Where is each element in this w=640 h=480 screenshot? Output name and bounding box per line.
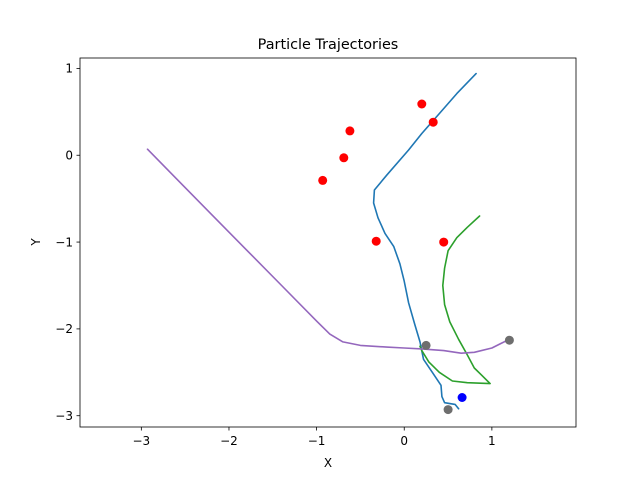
particle-marker-7 <box>439 237 449 247</box>
trajectory-line-3 <box>146 148 511 355</box>
y-tick-label: 1 <box>65 62 73 76</box>
particle-marker-8 <box>421 340 431 350</box>
particle-marker-1 <box>417 99 427 109</box>
y-axis-label: Y <box>29 238 43 247</box>
x-tick-label: −1 <box>308 434 326 448</box>
y-axis: −3 −2 −1 0 1 <box>55 62 80 423</box>
y-tick-label: 0 <box>65 149 73 163</box>
particle-marker-11 <box>457 393 467 402</box>
y-tick-label: −2 <box>55 322 73 336</box>
particle-marker-6 <box>371 236 381 246</box>
y-tick-label: −1 <box>55 235 73 249</box>
chart-title: Particle Trajectories <box>258 37 399 53</box>
x-axis: −3 −2 −1 0 1 <box>132 427 496 448</box>
particle-marker-5 <box>318 175 328 185</box>
particle-marker-9 <box>504 335 514 345</box>
particle-marker-4 <box>339 153 349 163</box>
particle-marker-10 <box>443 405 453 415</box>
x-tick-label: −2 <box>220 434 238 448</box>
trajectory-line-1 <box>372 72 477 410</box>
plot-frame <box>79 57 577 428</box>
x-tick-label: −3 <box>132 434 150 448</box>
particle-marker-2 <box>428 117 438 127</box>
trajectory-line-2 <box>419 215 491 385</box>
particle-marker-3 <box>345 126 355 136</box>
plot-area <box>146 72 514 415</box>
x-axis-label: X <box>324 456 332 470</box>
x-tick-label: 1 <box>488 434 496 448</box>
x-tick-label: 0 <box>400 434 408 448</box>
y-tick-label: −3 <box>55 409 73 423</box>
